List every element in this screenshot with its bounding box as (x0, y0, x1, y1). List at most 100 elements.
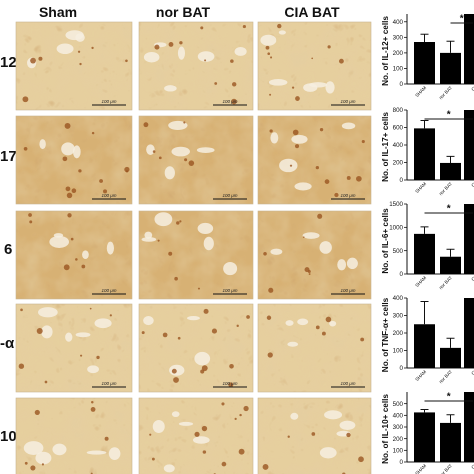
stained-cell (201, 365, 208, 372)
stained-cell (158, 156, 162, 160)
stained-cell (34, 409, 40, 416)
stained-cell (311, 432, 316, 436)
y-axis-title: No. of TNF-α+ cells (381, 297, 390, 372)
vacuole (325, 81, 335, 94)
stain-texture (16, 304, 132, 392)
stained-cell (183, 121, 186, 124)
stained-cell (30, 57, 36, 64)
panel-border (15, 210, 133, 300)
stained-cell (184, 158, 188, 162)
bar-2 (464, 14, 474, 84)
vacuole (49, 235, 70, 248)
vacuole (329, 320, 337, 327)
vacuole (41, 325, 53, 339)
stained-cell (358, 456, 364, 463)
vacuole (39, 139, 46, 150)
vacuole (38, 307, 58, 318)
panel-border (15, 21, 133, 111)
x-category-label: CI (470, 275, 474, 282)
panel-border (138, 303, 254, 393)
x-category-label: CI (470, 85, 474, 92)
vacuole (260, 34, 277, 46)
stained-cell (228, 382, 234, 388)
significance-label: * (447, 204, 451, 215)
vacuole (86, 450, 107, 455)
vacuole (223, 261, 238, 276)
bar-0 (414, 324, 435, 368)
stained-cell (125, 170, 129, 173)
stained-cell (311, 57, 314, 60)
stained-cell (64, 122, 71, 129)
vacuole (302, 232, 320, 239)
stained-cell (317, 213, 323, 219)
y-tick-label: 300 (393, 424, 404, 431)
stained-cell (295, 96, 300, 101)
vacuole (106, 241, 114, 255)
scale-bar-label: 100 μm (102, 193, 117, 198)
y-tick-label: 200 (393, 330, 404, 337)
vacuole (203, 236, 214, 251)
micrograph-il6-nor-bat: 100 μm (138, 210, 254, 300)
x-category-label: SHAM (414, 463, 427, 474)
stained-cell (201, 425, 208, 432)
column-header-nor-bat: nor BAT (156, 4, 211, 20)
stained-cell (200, 26, 204, 30)
bar-0 (414, 128, 435, 180)
scale-bar-label: 100 μm (223, 381, 238, 386)
y-tick-label: 0 (400, 459, 404, 466)
stained-cell (171, 368, 177, 374)
stained-cell (203, 308, 209, 314)
stained-cell (174, 276, 178, 281)
stained-cell (75, 258, 78, 261)
y-tick-label: 800 (393, 107, 404, 114)
vacuole (65, 332, 73, 342)
stained-cell (338, 58, 344, 64)
vacuole (23, 441, 44, 455)
vacuole (287, 341, 299, 347)
stain-texture (16, 398, 132, 474)
x-category-label: nor BAT (438, 463, 453, 474)
vacuole (169, 364, 185, 376)
vacuole (146, 144, 155, 155)
panel-border (15, 397, 133, 474)
x-category-label: nor BAT (438, 275, 453, 290)
y-tick-label: 200 (393, 436, 404, 443)
stained-cell (234, 417, 237, 421)
stained-cell (202, 450, 207, 454)
micrograph-il6-cia-bat: 100 μm (257, 210, 372, 300)
panel-border (138, 397, 254, 474)
stained-cell (346, 176, 351, 180)
micrograph-il17-nor-bat: 100 μm (138, 115, 254, 205)
stained-cell (221, 461, 227, 467)
row-label-il12: 12 (0, 54, 17, 71)
stained-cell (89, 307, 92, 310)
stained-cell (23, 146, 28, 151)
stained-cell (236, 324, 239, 328)
y-tick-label: 0 (400, 177, 404, 184)
stained-cell (211, 328, 217, 334)
vacuole (319, 241, 332, 254)
stained-cell (154, 44, 160, 50)
vacuole (141, 237, 157, 242)
panel-border (15, 115, 133, 205)
stained-cell (267, 52, 271, 56)
vacuole (144, 231, 153, 239)
panel-border (15, 303, 133, 393)
stained-cell (319, 128, 324, 132)
stained-cell (30, 465, 36, 471)
y-tick-label: 1500 (389, 201, 403, 208)
bar-0 (414, 42, 435, 84)
vacuole (163, 464, 175, 473)
stained-cell (238, 448, 245, 455)
stained-cell (141, 331, 145, 335)
y-tick-label: 500 (393, 401, 404, 408)
y-axis-title: No. of IL-10+ cells (381, 394, 390, 464)
vacuole (87, 365, 99, 374)
stained-cell (308, 273, 311, 276)
stained-cell (36, 327, 43, 334)
y-tick-label: 400 (393, 19, 404, 26)
panel-border (257, 397, 372, 474)
